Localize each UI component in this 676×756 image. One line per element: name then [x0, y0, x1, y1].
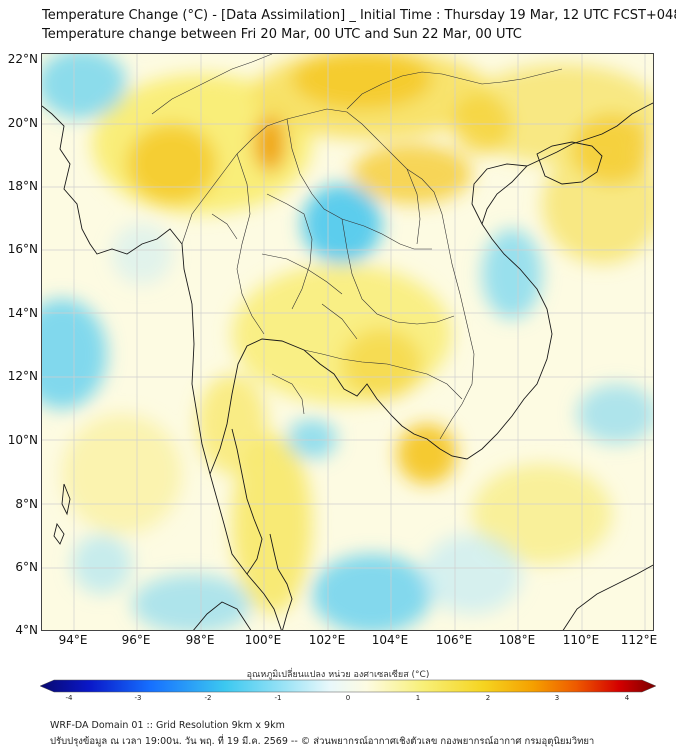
colorbar [40, 679, 656, 693]
colorbar-tick: 4 [624, 694, 630, 702]
colorbar-tick: 0 [345, 694, 351, 702]
lat-label: 12°N [7, 369, 38, 383]
chart-subtitle: Temperature change between Fri 20 Mar, 0… [42, 27, 522, 42]
lat-label: 22°N [7, 52, 38, 66]
map-canvas [42, 54, 653, 630]
footer-credit: ปรับปรุงข้อมูล ณ เวลา 19:00น. วัน พฤ. ที… [50, 736, 595, 747]
map-gridlines [42, 54, 653, 630]
colorbar-title: อุณหภูมิเปลี่ยนแปลง หน่วย องศาเซลเซียส (… [246, 670, 430, 680]
lon-label: 110°E [562, 633, 600, 647]
lon-label: 104°E [371, 633, 409, 647]
temperature-change-map[interactable] [41, 53, 654, 631]
lat-label: 20°N [7, 116, 38, 130]
lon-label: 102°E [308, 633, 346, 647]
lon-label: 96°E [121, 633, 151, 647]
lon-label: 94°E [58, 633, 88, 647]
colorbar-tick: -1 [274, 694, 282, 702]
lat-label: 18°N [7, 179, 38, 193]
lat-label: 8°N [15, 497, 38, 511]
lon-label: 112°E [620, 633, 658, 647]
colorbar-tick: 3 [554, 694, 560, 702]
lat-label: 4°N [15, 623, 38, 637]
lon-label: 98°E [185, 633, 215, 647]
colorbar-tick: -3 [134, 694, 142, 702]
lat-label: 14°N [7, 306, 38, 320]
lon-label: 106°E [435, 633, 473, 647]
lat-label: 10°N [7, 433, 38, 447]
coastlines [42, 102, 653, 630]
colorbar-tick: 1 [415, 694, 421, 702]
footer-domain-info: WRF-DA Domain 01 :: Grid Resolution 9km … [50, 720, 285, 731]
lat-label: 6°N [15, 560, 38, 574]
colorbar-tick: 2 [485, 694, 491, 702]
lat-label: 16°N [7, 242, 38, 256]
lon-label: 108°E [498, 633, 536, 647]
lon-label: 100°E [244, 633, 282, 647]
colorbar-tick: -2 [204, 694, 212, 702]
colorbar-tick: -4 [65, 694, 73, 702]
chart-title: Temperature Change (°C) - [Data Assimila… [42, 8, 676, 23]
borders [151, 54, 563, 440]
